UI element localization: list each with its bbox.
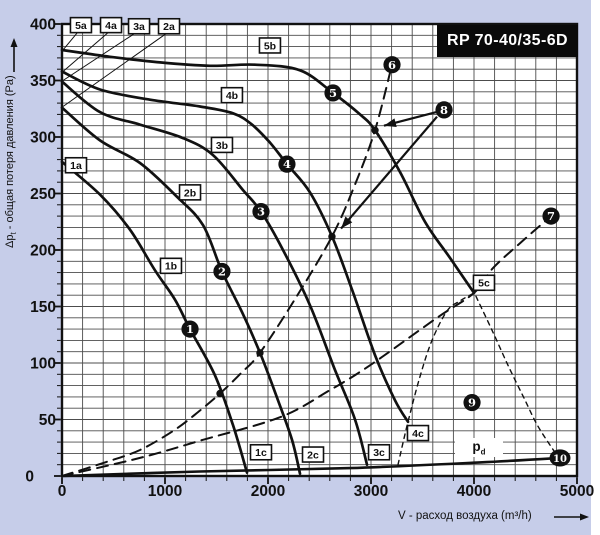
y-tick-label: 400: [30, 17, 56, 34]
fan-curve-3: [60, 80, 369, 467]
annotation-arrow: [340, 115, 438, 230]
numbered-marker-7: [542, 207, 560, 225]
segment-label-1c: 1c: [255, 447, 267, 459]
segment-label-box-5a: [69, 16, 93, 34]
x-tick-label: 5000: [560, 483, 594, 500]
y-tick-label: 350: [30, 73, 56, 90]
segment-label-5a: 5a: [75, 20, 87, 32]
y-tick-label: 200: [30, 243, 56, 260]
fan-curve-4: [60, 70, 410, 424]
axis-ticks: [54, 23, 578, 484]
y-axis-arrowhead: [10, 38, 18, 47]
y-axis-title: Δpt - общая потеря давления (Pa): [4, 58, 18, 248]
segment-label-box-1b: [159, 257, 183, 275]
segment-label-2a: 2a: [163, 21, 175, 33]
segment-label-3a: 3a: [133, 21, 145, 33]
numbered-marker-text-3: 3: [257, 205, 265, 219]
segment-label-5b: 5b: [264, 40, 276, 52]
boundary-line-falling: [475, 295, 558, 456]
boundary-line-rising: [397, 293, 473, 466]
system-curve-1: [61, 63, 393, 477]
y-tick-label: 300: [30, 130, 56, 147]
operating-point-dot: [371, 126, 379, 134]
y-axis-title-text: - общая потеря давления (Pa): [4, 75, 16, 233]
operating-point-dot: [216, 389, 224, 398]
annotation-arrowhead: [341, 216, 353, 229]
pd-symbol: p: [472, 439, 481, 454]
label-leader-line: [62, 31, 110, 72]
plot-border: [60, 22, 579, 478]
y-tick-label: 100: [30, 356, 56, 373]
numbered-marker-2: [213, 262, 231, 281]
segment-label-2b: 2b: [184, 187, 196, 199]
segment-label-box-2c: [301, 446, 325, 463]
operating-point-dot: [328, 232, 336, 241]
x-axis-title: V - расход воздуха (m³/h): [398, 510, 532, 522]
pd-subscript: d: [480, 447, 486, 457]
segment-label-box-5b: [258, 37, 282, 54]
y-tick-label: 150: [30, 299, 56, 316]
y-axis-title-subscript: t: [9, 232, 19, 235]
chart-title: RP 70-40/35-6D: [437, 25, 578, 57]
segment-label-box-3a: [127, 17, 151, 35]
numbered-marker-text-8: 8: [440, 103, 448, 117]
annotation-arrowhead: [383, 118, 397, 128]
y-tick-label: 50: [39, 412, 56, 429]
segment-label-box-2a: [157, 17, 181, 35]
segment-label-box-4a: [99, 16, 123, 34]
numbered-marker-1: [181, 320, 199, 338]
dynamic-pressure-line: [60, 456, 562, 478]
segment-label-box-3c: [367, 443, 391, 461]
numbered-marker-text-4: 4: [283, 157, 291, 171]
operating-point-dot: [256, 349, 264, 357]
segment-label-1b: 1b: [165, 261, 177, 273]
x-axis-arrowhead: [580, 513, 589, 521]
y-tick-label: 250: [30, 186, 56, 203]
numbered-marker-5: [324, 84, 342, 102]
grid: [61, 23, 578, 477]
segment-label-box-1a: [64, 156, 88, 174]
x-tick-label: 2000: [251, 483, 285, 500]
segment-label-box-4c: [406, 424, 430, 442]
x-tick-label: 0: [58, 483, 67, 500]
numbered-marker-10: [549, 449, 571, 467]
segment-label-box-2b: [178, 184, 202, 201]
segment-label-5c: 5c: [478, 278, 490, 290]
segment-label-2c: 2c: [307, 449, 319, 461]
numbered-marker-4: [278, 155, 296, 173]
fan-curve-1: [60, 160, 249, 474]
numbered-marker-9: [463, 393, 481, 412]
system-curve-2: [61, 215, 552, 477]
numbered-marker-text-2: 2: [218, 265, 226, 279]
numbered-marker-text-5: 5: [329, 86, 337, 100]
segment-label-4b: 4b: [226, 90, 238, 102]
numbered-marker-text-6: 6: [388, 58, 396, 72]
segment-label-1a: 1a: [70, 160, 82, 172]
segment-label-box-3b: [210, 136, 234, 154]
numbered-marker-3: [252, 202, 270, 221]
x-tick-label: 4000: [457, 483, 491, 500]
numbered-marker-text-10: 10: [553, 454, 567, 465]
numbered-marker-text-9: 9: [468, 396, 476, 410]
y-axis-title-symbol: Δp: [4, 234, 16, 248]
segment-label-box-5c: [472, 274, 496, 292]
segment-label-3b: 3b: [216, 140, 228, 152]
segment-label-box-1c: [249, 443, 273, 461]
numbered-marker-text-7: 7: [547, 209, 555, 223]
segment-label-box-4b: [220, 86, 244, 104]
x-tick-label: 1000: [148, 483, 182, 500]
numbered-marker-8: [435, 101, 453, 119]
numbered-marker-text-1: 1: [186, 322, 194, 336]
segment-label-4a: 4a: [105, 20, 117, 32]
x-tick-label: 3000: [354, 483, 388, 500]
numbered-marker-6: [383, 56, 401, 74]
segment-label-3c: 3c: [373, 447, 385, 459]
y-tick-label: 0: [25, 469, 34, 486]
label-leader-line: [62, 31, 79, 51]
label-leader-line: [62, 32, 168, 107]
dynamic-pressure-label: pd: [455, 438, 503, 457]
segment-label-4c: 4c: [412, 428, 424, 440]
